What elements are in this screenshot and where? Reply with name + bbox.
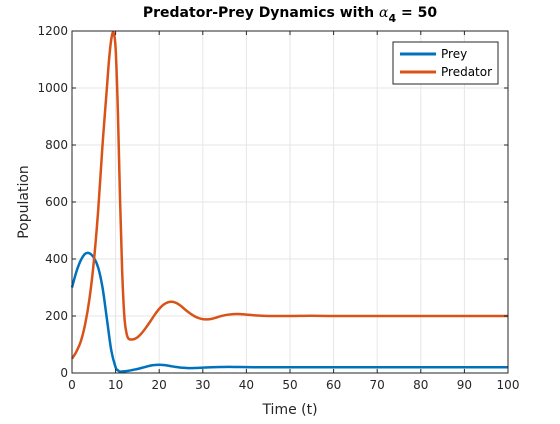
x-tick-label: 50 bbox=[282, 378, 297, 392]
y-tick-label: 1000 bbox=[37, 81, 68, 95]
legend-label-prey: Prey bbox=[441, 47, 467, 61]
legend-box bbox=[392, 41, 499, 85]
series-line-predator bbox=[70, 30, 508, 360]
x-axis-label: Time (t) bbox=[261, 402, 317, 418]
x-tick-label: 80 bbox=[413, 378, 428, 392]
y-tick-label: 600 bbox=[45, 195, 68, 209]
legend-label-predator: Predator bbox=[441, 65, 492, 79]
y-tick-label: 200 bbox=[45, 309, 68, 323]
x-tick-label: 30 bbox=[195, 378, 210, 392]
x-tick-label: 70 bbox=[370, 378, 385, 392]
legend: Prey Predator bbox=[392, 41, 499, 85]
x-tick-label: 0 bbox=[68, 378, 76, 392]
y-tick-label: 1200 bbox=[37, 24, 68, 38]
ticks: 0 10 20 30 40 50 60 70 80 90 100020040060080010001… bbox=[37, 24, 519, 392]
chart-title: Predator-Prey Dynamics with α4 = 50 bbox=[143, 5, 437, 25]
y-tick-label: 800 bbox=[45, 138, 68, 152]
series-layer bbox=[70, 30, 508, 373]
x-tick-label: 90 bbox=[457, 378, 472, 392]
y-tick-label: 0 bbox=[60, 366, 68, 380]
y-axis-label: Population bbox=[16, 165, 32, 239]
x-tick-label: 60 bbox=[326, 378, 341, 392]
y-tick-label: 400 bbox=[45, 252, 68, 266]
x-tick-label: 40 bbox=[239, 378, 254, 392]
x-tick-label: 10 bbox=[108, 378, 123, 392]
x-tick-label: 100 bbox=[497, 378, 520, 392]
x-tick-label: 20 bbox=[152, 378, 167, 392]
series-line-prey bbox=[70, 251, 508, 373]
